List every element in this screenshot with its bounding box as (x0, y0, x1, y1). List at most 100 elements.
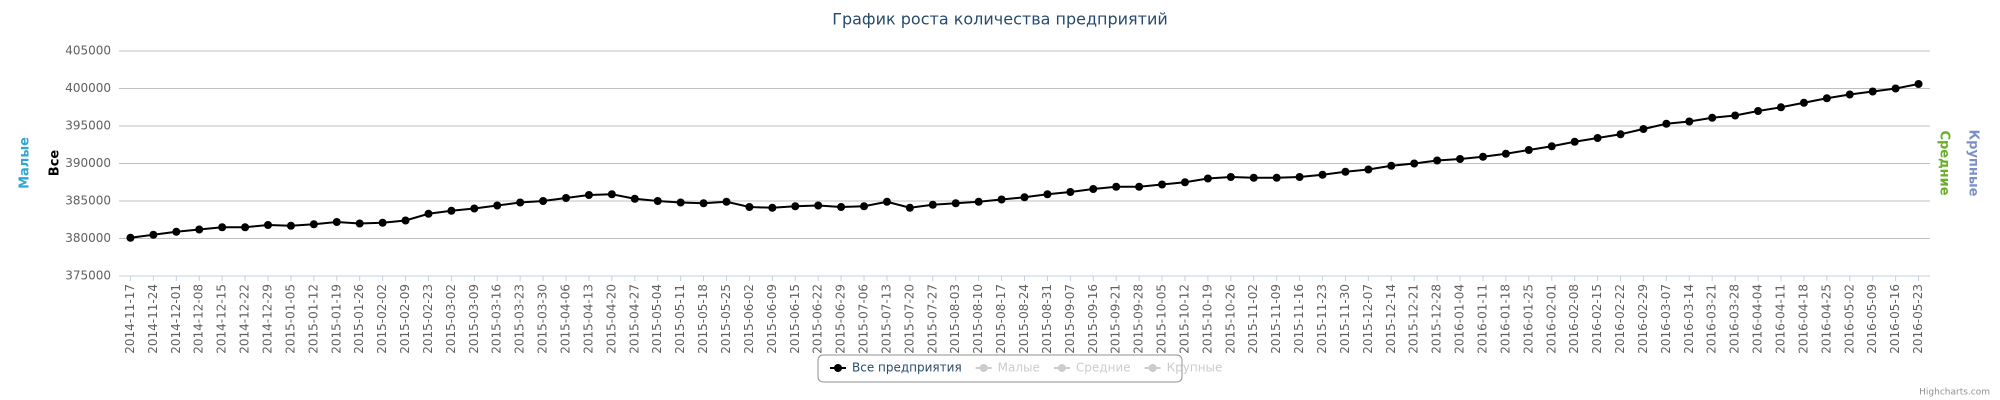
x-tick-label: 2015-05-18 (696, 284, 710, 354)
x-tick-label: 2015-11-09 (1269, 284, 1283, 354)
y-tick-label: 400000 (65, 81, 111, 95)
credits[interactable]: Highcharts.com (1919, 388, 1990, 398)
point (1249, 173, 1258, 182)
point (332, 218, 341, 226)
point (1616, 130, 1625, 139)
x-tick-label: 2015-01-05 (283, 284, 297, 354)
point (1112, 182, 1121, 191)
point (882, 197, 891, 206)
y-tick-label: 385000 (65, 194, 111, 208)
y-tick-label: 390000 (65, 156, 111, 170)
x-tick-label: 2015-06-09 (765, 284, 779, 354)
point (1731, 111, 1740, 120)
x-tick-label: 2015-12-28 (1430, 284, 1444, 354)
x-tick-label: 2015-06-22 (811, 284, 825, 354)
x-tick-label: 2015-05-11 (673, 284, 687, 354)
x-tick-label: 2015-01-12 (306, 284, 320, 354)
x-tick-label: 2016-05-16 (1888, 284, 1902, 354)
point (1318, 170, 1327, 179)
point (264, 221, 273, 229)
point (1822, 94, 1831, 103)
point (1708, 113, 1717, 122)
x-tick-label: 2015-04-13 (581, 284, 595, 354)
point (699, 199, 708, 208)
point (607, 190, 616, 199)
point (241, 223, 250, 232)
x-tick-label: 2015-06-02 (742, 284, 756, 354)
y-tick-label: 405000 (65, 44, 111, 58)
point (814, 201, 823, 210)
point (1639, 125, 1648, 133)
point (1180, 178, 1189, 187)
legend-marker[interactable] (834, 364, 842, 372)
point (1043, 190, 1052, 199)
x-tick-label: 2015-08-31 (1040, 284, 1054, 354)
legend-label[interactable]: Малые (998, 361, 1040, 375)
x-tick-label: 2015-09-28 (1132, 284, 1146, 354)
legend-label[interactable]: Средние (1076, 361, 1131, 375)
x-tick-label: 2016-03-07 (1659, 284, 1673, 354)
x-tick-label: 2015-06-29 (834, 284, 848, 354)
x-tick-label: 2015-04-20 (604, 284, 618, 354)
legend-box (817, 354, 1183, 383)
axis-title: Все (48, 150, 63, 177)
x-tick-label: 2015-03-02 (444, 284, 458, 354)
legend-label[interactable]: Крупные (1167, 361, 1223, 375)
x-tick-label: 2016-03-28 (1728, 284, 1742, 354)
point (172, 227, 181, 236)
x-tick-label: 2016-01-18 (1498, 284, 1512, 354)
y-tick-label: 380000 (65, 231, 111, 245)
legend-label[interactable]: Все предприятия (852, 361, 962, 375)
x-tick-label: 2015-03-30 (536, 284, 550, 354)
point (974, 197, 983, 206)
point (149, 230, 158, 239)
legend-marker[interactable] (1057, 364, 1066, 372)
point (1089, 185, 1098, 193)
x-tick-label: 2015-06-15 (788, 284, 802, 354)
point (1754, 107, 1763, 115)
point (928, 200, 937, 209)
point (1272, 173, 1281, 182)
x-tick-label: 2015-12-07 (1361, 284, 1375, 354)
point (905, 203, 914, 212)
series-line (130, 83, 1919, 239)
point (562, 194, 571, 202)
legend-marker[interactable] (979, 364, 988, 372)
axis-title: Крупные (1966, 130, 1981, 197)
point (722, 197, 731, 206)
x-tick-label: 2016-01-25 (1521, 284, 1535, 354)
point (1364, 165, 1373, 174)
x-tick-label: 2014-12-08 (192, 284, 206, 354)
point (951, 199, 960, 208)
point (1478, 152, 1487, 161)
x-tick-label: 2015-08-24 (1017, 284, 1031, 354)
x-tick-label: 2016-04-18 (1796, 284, 1810, 354)
x-tick-label: 2016-02-22 (1613, 284, 1627, 354)
x-tick-label: 2015-10-19 (1200, 284, 1214, 354)
x-tick-label: 2016-02-01 (1544, 284, 1558, 354)
y-tick-label: 375000 (65, 269, 111, 283)
point (1020, 193, 1029, 202)
point (493, 201, 502, 210)
chart-title: График роста количества предприятий (832, 10, 1168, 29)
x-tick-label: 2015-07-20 (902, 284, 916, 354)
x-tick-label: 2015-10-26 (1223, 284, 1237, 354)
point (630, 194, 639, 203)
x-tick-label: 2015-12-14 (1384, 284, 1398, 354)
x-tick-label: 2016-02-29 (1636, 284, 1650, 354)
legend-marker[interactable] (1148, 364, 1157, 372)
x-tick-label: 2015-11-16 (1292, 284, 1306, 354)
x-tick-label: 2014-12-22 (238, 284, 252, 354)
x-tick-label: 2015-05-25 (719, 284, 733, 354)
point (745, 203, 754, 211)
point (1295, 173, 1304, 181)
x-tick-label: 2014-11-17 (123, 284, 137, 354)
point (768, 203, 777, 212)
point (1593, 134, 1602, 142)
point (837, 203, 846, 211)
point (1891, 84, 1900, 93)
x-tick-label: 2015-10-12 (1177, 284, 1191, 354)
x-tick-label: 2015-07-06 (857, 284, 871, 354)
point (539, 197, 548, 205)
x-tick-label: 2015-02-02 (375, 284, 389, 354)
